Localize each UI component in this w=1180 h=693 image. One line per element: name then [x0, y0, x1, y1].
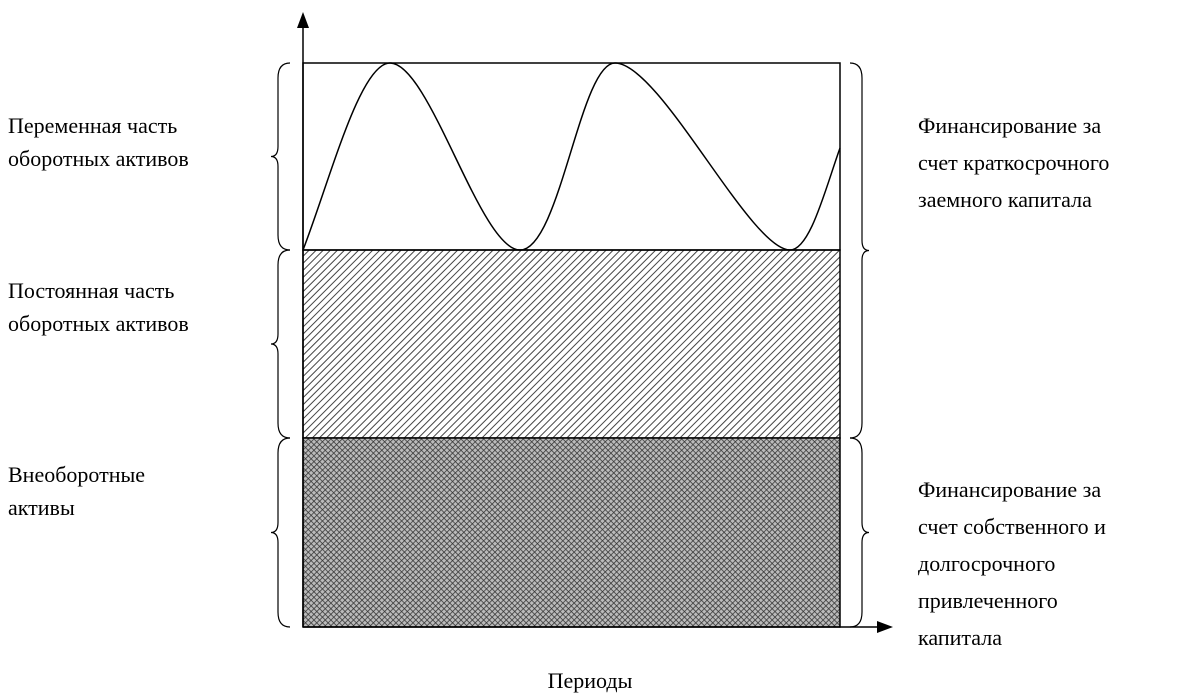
- x-arrow: [877, 621, 893, 633]
- right-label: счет собственного и: [918, 514, 1106, 539]
- right-label: привлеченного: [918, 588, 1058, 613]
- right-label: заемного капитала: [918, 187, 1092, 212]
- brace: [270, 437, 291, 628]
- variable-part: [302, 62, 841, 251]
- wave: [302, 62, 841, 251]
- right-label: Финансирование за: [918, 113, 1101, 138]
- right-label: долгосрочного: [918, 551, 1055, 576]
- right-label: Финансирование за: [918, 477, 1101, 502]
- noncurrent-part: [302, 437, 841, 628]
- brace: [270, 62, 291, 251]
- left-label: Постоянная часть: [8, 278, 174, 303]
- left-label: Внеоборотные: [8, 462, 145, 487]
- right-label: счет краткосрочного: [918, 150, 1109, 175]
- left-label: оборотных активов: [8, 311, 189, 336]
- x-axis-label: Периоды: [548, 668, 633, 693]
- brace: [270, 249, 291, 439]
- left-label: активы: [8, 495, 75, 520]
- left-label: оборотных активов: [8, 146, 189, 171]
- brace: [849, 62, 870, 439]
- y-arrow: [297, 12, 309, 28]
- constant-part: [302, 249, 841, 439]
- left-label: Переменная часть: [8, 113, 177, 138]
- brace: [849, 437, 870, 628]
- right-label: капитала: [918, 625, 1002, 650]
